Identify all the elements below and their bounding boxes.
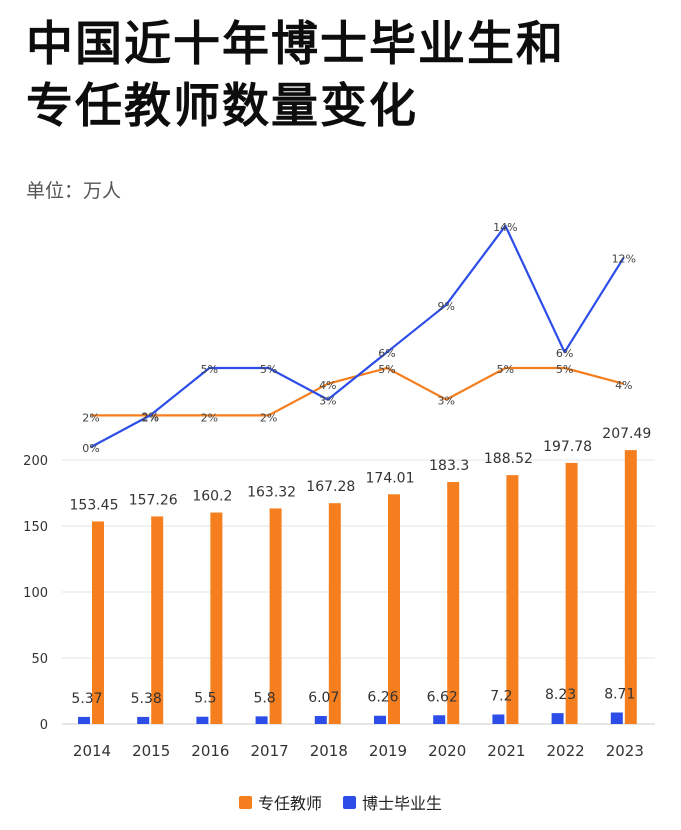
growth-label-teachers: 2% (260, 411, 277, 424)
bar-teachers (506, 475, 519, 724)
data-label-phd: 5.38 (131, 691, 162, 707)
bar-phd (610, 712, 623, 724)
growth-label-phd: 5% (260, 363, 277, 376)
bar-teachers (151, 516, 164, 724)
bar-teachers (269, 508, 282, 724)
bar-teachers (388, 494, 400, 724)
legend-label-teachers: 专任教师 (257, 794, 322, 813)
bar-teachers (624, 450, 637, 724)
growth-label-teachers: 3% (437, 395, 454, 408)
data-label-teachers: 167.28 (306, 479, 355, 495)
data-label-phd: 7.2 (490, 688, 512, 704)
bar-teachers (565, 462, 578, 724)
chart-title-line-1: 中国近十年博士毕业生和 (26, 17, 565, 72)
growth-label-phd: 6% (378, 347, 395, 360)
data-label-teachers: 157.26 (129, 492, 178, 508)
x-tick-label: 2022 (547, 742, 585, 760)
x-tick-label: 2021 (487, 742, 525, 760)
bar-teachers (328, 503, 341, 724)
y-tick-label: 200 (23, 454, 48, 469)
growth-label-teachers: 4% (615, 379, 632, 392)
x-tick-label: 2019 (369, 742, 407, 760)
growth-label-phd: 6% (556, 347, 573, 360)
growth-line-phd (90, 224, 625, 448)
bar-teachers (210, 512, 223, 724)
bar-phd (314, 715, 327, 724)
bar-phd (78, 716, 90, 724)
bar-line-chart: 0 50 100 150 200 153.45 5.37 2014 157.26 5.38 2015… (23, 221, 655, 760)
data-label-teachers: 197.78 (543, 439, 592, 455)
data-label-teachers: 188.52 (484, 451, 533, 467)
data-label-phd: 8.71 (604, 687, 635, 703)
x-tick-label: 2018 (310, 742, 348, 760)
x-tick-label: 2023 (606, 742, 644, 760)
data-label-teachers: 153.45 (70, 497, 119, 513)
data-label-phd: 6.26 (367, 690, 398, 706)
data-label-phd: 5.5 (194, 691, 216, 707)
legend-item-phd: 博士毕业生 (343, 790, 442, 814)
bar-phd (492, 714, 505, 724)
growth-label-phd: 2% (141, 410, 158, 423)
growth-label-phd: 0% (82, 442, 99, 455)
data-label-teachers: 163.32 (247, 484, 296, 500)
legend-swatch-phd (343, 795, 357, 809)
y-tick-label: 50 (31, 652, 48, 667)
y-tick-label: 0 (40, 718, 48, 733)
legend-swatch-teachers (238, 795, 252, 809)
data-label-phd: 8.23 (545, 687, 576, 703)
bar-teachers (92, 521, 104, 724)
chart-title: 中国近十年博士毕业生和 专任教师数量变化 (26, 14, 565, 138)
data-label-teachers: 174.01 (366, 470, 415, 486)
y-tick-label: 100 (23, 586, 48, 601)
data-label-phd: 6.07 (308, 690, 339, 706)
chart-title-line-2: 专任教师数量变化 (26, 79, 418, 134)
bar-phd (255, 716, 268, 724)
growth-label-phd: 3% (319, 395, 336, 408)
bar-phd (551, 713, 564, 724)
growth-label-phd: 9% (437, 300, 454, 313)
growth-label-teachers: 2% (82, 411, 99, 424)
growth-label-phd: 5% (201, 363, 218, 376)
x-tick-label: 2015 (132, 742, 170, 760)
growth-label-teachers: 5% (556, 363, 573, 376)
growth-label-teachers: 5% (497, 363, 514, 376)
bar-teachers (447, 482, 460, 724)
legend: 专任教师 博士毕业生 (0, 790, 681, 814)
growth-label-teachers: 2% (201, 411, 218, 424)
x-tick-label: 2017 (251, 742, 289, 760)
y-tick-label: 150 (23, 520, 48, 535)
data-label-teachers: 207.49 (602, 426, 651, 442)
data-label-teachers: 160.2 (192, 489, 232, 505)
legend-item-teachers: 专任教师 (238, 790, 322, 814)
growth-label-phd: 12% (612, 252, 636, 265)
data-label-phd: 5.8 (253, 690, 275, 706)
x-tick-label: 2014 (73, 742, 111, 760)
bar-phd (374, 715, 386, 724)
data-label-teachers: 183.3 (429, 458, 469, 474)
bar-phd (433, 715, 446, 724)
bar-phd (196, 716, 209, 724)
growth-label-phd: 14% (493, 221, 517, 234)
data-label-phd: 5.37 (71, 691, 102, 707)
legend-label-phd: 博士毕业生 (362, 794, 443, 813)
growth-label-teachers: 4% (319, 379, 336, 392)
data-label-phd: 6.62 (427, 689, 458, 705)
bar-phd (137, 716, 150, 724)
growth-label-teachers: 5% (378, 363, 395, 376)
unit-label: 单位：万人 (26, 180, 122, 202)
x-tick-label: 2020 (428, 742, 466, 760)
x-tick-label: 2016 (191, 742, 229, 760)
growth-label-teachers: 2% (141, 411, 158, 424)
